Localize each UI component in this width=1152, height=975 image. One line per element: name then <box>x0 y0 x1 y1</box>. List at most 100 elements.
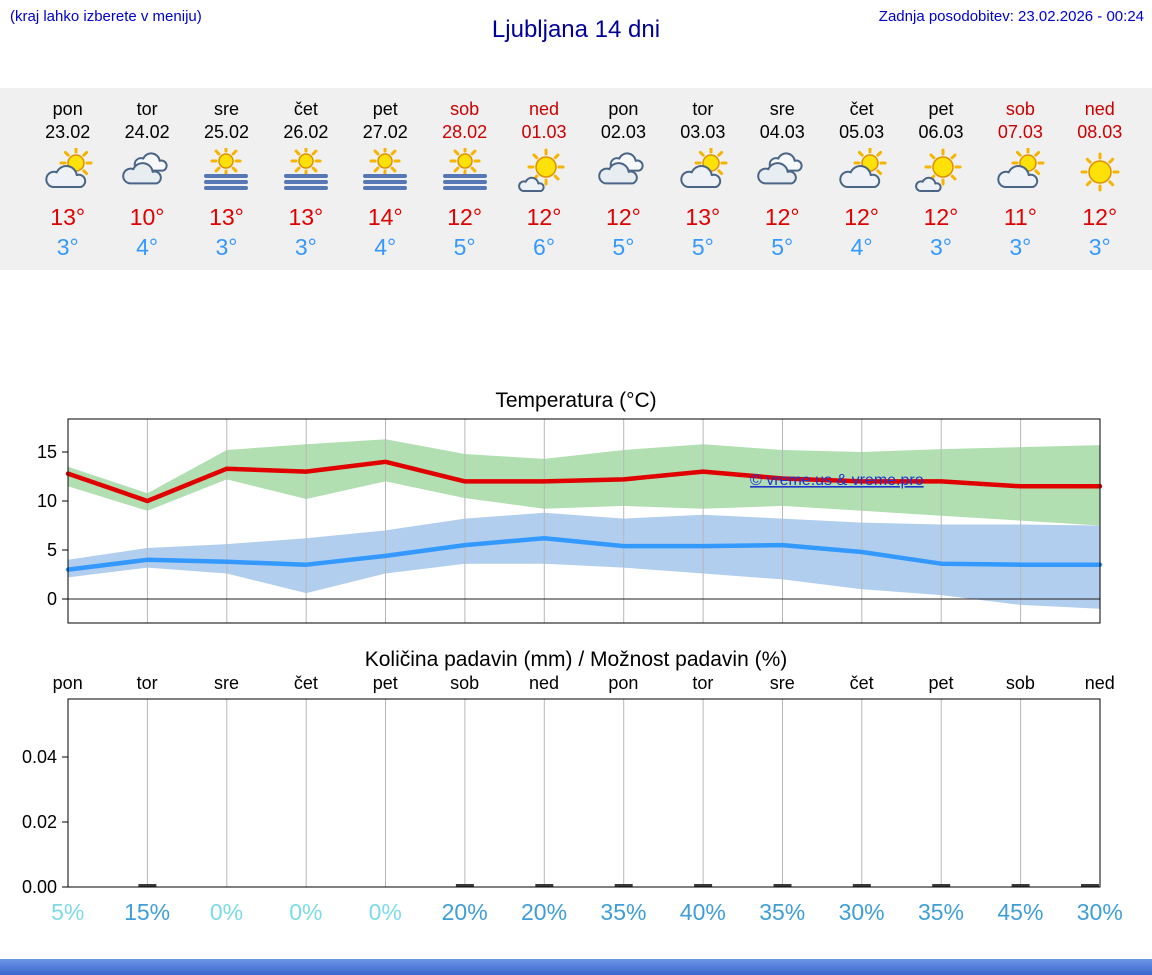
low-temp: 5° <box>612 234 635 260</box>
precip-day-label: sob <box>450 673 480 693</box>
svg-text:0: 0 <box>47 589 57 609</box>
precip-day-label: čet <box>293 673 318 693</box>
day-name: pet <box>372 99 398 119</box>
svg-text:0.00: 0.00 <box>22 877 57 897</box>
cloudy-icon <box>754 148 810 196</box>
page-title: Ljubljana 14 dni <box>491 16 661 43</box>
pop-percent-value: 0% <box>289 899 323 925</box>
forecast-day: sre 25.02 13° 3° <box>187 88 266 270</box>
low-temp: 3° <box>1088 234 1111 260</box>
svg-text:0.02: 0.02 <box>22 812 57 832</box>
day-date: 24.02 <box>124 122 170 142</box>
day-date: 04.03 <box>759 122 805 142</box>
high-temp: 12° <box>526 204 562 230</box>
sunny-icon <box>1072 148 1128 196</box>
forecast-day: pon 23.02 13° 3° <box>28 88 107 270</box>
low-temp: 5° <box>691 234 714 260</box>
fog-sun-icon <box>278 145 334 196</box>
forecast-day: tor 03.03 13° 5° <box>663 88 742 270</box>
mostly-sunny-icon <box>516 148 572 196</box>
forecast-day: sob 28.02 12° 5° <box>425 88 504 270</box>
forecast-day: ned 01.03 12° 6° <box>504 88 583 270</box>
day-name: sre <box>769 99 795 119</box>
partly-cloudy-icon <box>992 146 1048 196</box>
low-temp: 5° <box>771 234 794 260</box>
day-date: 25.02 <box>203 122 249 142</box>
partly-cloudy-icon <box>834 146 890 196</box>
temperature-chart-title: Temperatura (°C) <box>495 389 657 412</box>
forecast-day: ned 08.03 12° 3° <box>1060 88 1139 270</box>
fog-sun-icon <box>437 145 493 196</box>
pop-percent-value: 30% <box>1076 899 1123 925</box>
pop-percent-value: 35% <box>600 899 647 925</box>
pop-percent-value: 35% <box>917 899 965 925</box>
forecast-day: pet 06.03 12° 3° <box>901 88 980 270</box>
watermark-link[interactable]: © vreme.us & vreme.pro <box>750 472 924 489</box>
pop-percent-value: 40% <box>679 899 726 925</box>
high-temp: 12° <box>606 204 641 230</box>
precip-day-label: ned <box>1084 673 1115 693</box>
pop-percent-value: 5% <box>51 899 85 925</box>
pop-percent-row: 5% 15% 0% 0% 0% 20% 20% 35% 40% 35% 30% 35% 45% 30% <box>0 899 1152 931</box>
temperature-chart: 0 5 10 15 © vreme.us & vreme.pro <box>37 418 1103 624</box>
svg-text:0.04: 0.04 <box>22 747 57 767</box>
day-name: ned <box>1084 99 1115 119</box>
forecast-day: sre 04.03 12° 5° <box>743 88 822 270</box>
low-temp: 6° <box>533 234 556 260</box>
precip-day-label: pon <box>52 673 83 693</box>
precip-day-label: sre <box>213 673 239 693</box>
low-temp: 3° <box>294 234 317 260</box>
high-temp: 12° <box>923 204 959 230</box>
day-name: sob <box>1005 99 1035 119</box>
day-name: pon <box>52 99 83 119</box>
day-name: pet <box>928 99 954 119</box>
low-temp: 3° <box>215 234 238 260</box>
pop-percent-value: 20% <box>441 899 488 925</box>
high-temp: 12° <box>844 204 879 230</box>
svg-text:5: 5 <box>47 540 57 560</box>
high-temp: 14° <box>367 204 403 230</box>
partly-cloudy-icon <box>40 146 96 196</box>
page-header: (kraj lahko izberete v meniju) Ljubljana… <box>0 0 1152 88</box>
day-name: tor <box>136 99 158 119</box>
partly-cloudy-icon <box>675 146 731 196</box>
cloudy-icon <box>595 148 651 196</box>
day-date: 26.02 <box>283 122 329 142</box>
forecast-day: pet 27.02 14° 4° <box>346 88 425 270</box>
precip-day-label: ned <box>529 673 560 693</box>
low-temp: 3° <box>929 234 952 260</box>
low-temp: 4° <box>136 234 159 260</box>
pop-percent-value: 45% <box>997 899 1044 925</box>
high-temp: 10° <box>129 204 165 230</box>
day-name: sob <box>450 99 480 119</box>
pop-percent-value: 35% <box>759 899 806 925</box>
high-temp: 13° <box>685 204 721 230</box>
precip-day-label: tor <box>136 673 158 693</box>
day-name: tor <box>692 99 714 119</box>
pop-percent-value: 0% <box>209 899 244 925</box>
forecast-strip: pon 23.02 13° 3° tor 24.02 10° 4° sre 25.02 13° 3° č… <box>0 88 1152 270</box>
high-temp: 11° <box>1003 204 1037 230</box>
day-date: 23.02 <box>45 122 91 142</box>
day-name: ned <box>529 99 560 119</box>
low-temp: 4° <box>374 234 397 260</box>
day-date: 01.03 <box>521 122 567 142</box>
precipitation-chart: 0.00 0.02 0.04 <box>22 698 1101 897</box>
high-temp: 13° <box>50 204 86 230</box>
precipitation-chart-title: Količina padavin (mm) / Možnost padavin … <box>364 648 788 671</box>
day-date: 05.03 <box>839 122 885 142</box>
pop-percent-value: 30% <box>838 899 885 925</box>
pop-percent-value: 0% <box>368 899 402 925</box>
precip-day-label: pon <box>608 673 639 693</box>
high-temp: 13° <box>288 204 324 230</box>
precip-day-labels: pon tor sre čet pet sob ned pon tor sre čet pet sob n… <box>0 673 1152 697</box>
precip-day-label: sre <box>769 673 795 693</box>
pop-percent-value: 20% <box>521 899 568 925</box>
day-date: 08.03 <box>1077 122 1123 142</box>
precip-day-label: sob <box>1005 673 1035 693</box>
forecast-day: sob 07.03 11° 3° <box>981 88 1060 270</box>
last-updated: Zadnja posodobitev: 23.02.2026 - 00:24 <box>878 8 1144 25</box>
fog-sun-icon <box>198 145 254 196</box>
pop-percent-value: 15% <box>124 899 171 925</box>
low-temp: 5° <box>453 234 476 260</box>
